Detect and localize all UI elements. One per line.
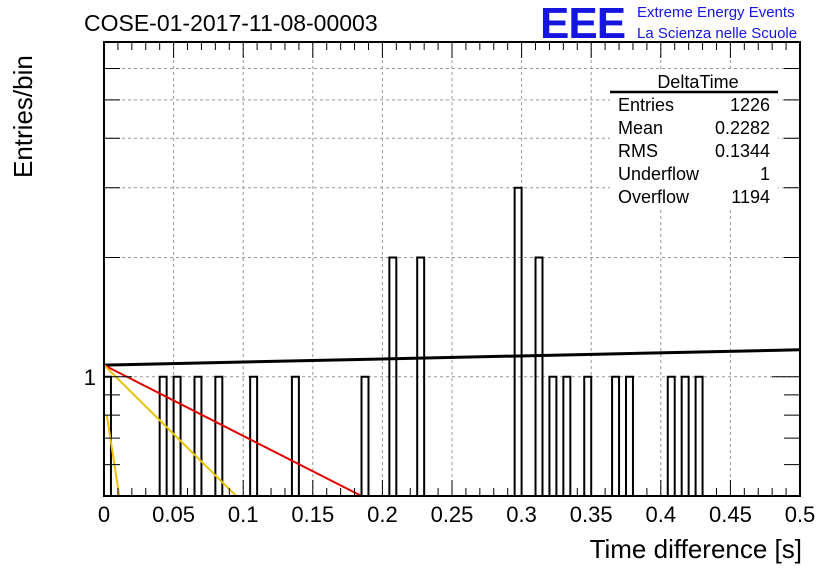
y-axis-label: Entries/bin [8,55,38,178]
stats-label: Entries [618,95,674,115]
stats-value: 0.2282 [715,118,770,138]
fit-line [104,364,362,496]
histogram-bin [193,375,203,497]
x-tick-label: 0.15 [291,502,334,527]
x-tick-label: 0.3 [506,502,537,527]
x-tick-label: 0.05 [152,502,195,527]
histogram-bin [513,186,523,497]
fit-line [104,348,800,367]
histogram-bin [249,375,259,497]
x-tick-label: 0.35 [570,502,613,527]
fit-line [104,364,237,496]
stats-value: 1226 [730,95,770,115]
x-tick-label: 0.4 [646,502,677,527]
stats-value: 0.1344 [715,141,770,161]
y-tick-label: 1 [84,365,96,390]
stats-label: Underflow [618,164,700,184]
histogram-bin [548,375,558,497]
histogram-bin [680,375,690,497]
stats-label: RMS [618,141,658,161]
x-tick-label: 0.1 [228,502,259,527]
stats-label: Overflow [618,187,690,207]
stats-label: Mean [618,118,663,138]
x-tick-label: 0.25 [431,502,474,527]
eee-logo: EEE [540,0,626,48]
x-axis-label: Time difference [s] [589,534,802,564]
x-tick-label: 0.45 [709,502,752,527]
stats-value: 1194 [731,187,770,207]
histogram-bin [625,375,634,497]
run-title: COSE-01-2017-11-08-00003 [84,10,378,36]
histogram-bin [611,375,621,497]
logo-line-2: La Scienza nelle Scuole [637,25,798,42]
x-tick-label: 0 [98,502,110,527]
fit-line [105,414,121,496]
stats-title: DeltaTime [657,72,738,92]
stats-value: 1 [760,164,770,184]
histogram-bin [360,375,370,497]
histogram-bin [290,375,300,497]
histogram-bin [583,375,593,497]
histogram-bin [666,375,676,497]
x-tick-label: 0.2 [367,502,398,527]
histogram-bin [694,375,704,497]
x-tick-label: 0.5 [785,502,816,527]
logo-line-1: Extreme Energy Events [637,4,795,21]
histogram-bin [562,375,572,497]
